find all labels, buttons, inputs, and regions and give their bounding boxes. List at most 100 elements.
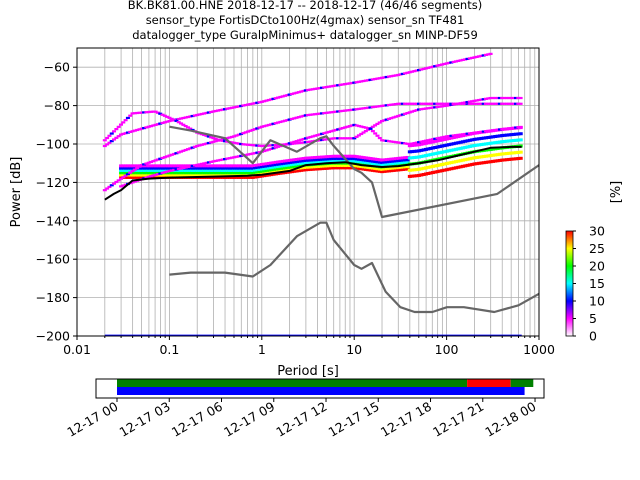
density-cell bbox=[460, 158, 465, 162]
density-cell bbox=[252, 102, 257, 105]
density-cell bbox=[380, 167, 385, 171]
density-cell bbox=[232, 175, 237, 179]
density-cell bbox=[350, 159, 355, 163]
density-cell bbox=[296, 162, 301, 166]
density-cell bbox=[338, 83, 343, 86]
density-cell bbox=[495, 140, 500, 144]
density-cell bbox=[410, 174, 415, 178]
density-cell bbox=[188, 168, 193, 172]
density-cell bbox=[442, 162, 447, 166]
density-cell bbox=[322, 157, 327, 161]
density-cell bbox=[204, 171, 209, 175]
density-cell bbox=[257, 170, 262, 174]
density-cell bbox=[303, 168, 308, 172]
density-cell bbox=[257, 144, 262, 147]
density-cell bbox=[456, 133, 461, 136]
density-cell bbox=[135, 173, 140, 177]
density-cell bbox=[227, 171, 232, 175]
density-cell bbox=[197, 113, 202, 116]
density-cell bbox=[271, 165, 276, 169]
density-cell bbox=[250, 102, 255, 105]
density-cell bbox=[479, 155, 484, 159]
density-cell bbox=[352, 154, 357, 158]
density-cell bbox=[121, 121, 126, 124]
density-cell bbox=[516, 138, 521, 142]
density-cell bbox=[139, 168, 144, 172]
density-cell bbox=[213, 140, 218, 143]
colorbar-tick-label: 10 bbox=[589, 294, 605, 309]
density-cell bbox=[211, 164, 216, 168]
density-cell bbox=[299, 159, 304, 163]
density-cell bbox=[294, 164, 299, 168]
density-cell bbox=[193, 166, 198, 170]
density-cell bbox=[500, 152, 505, 156]
density-cell bbox=[142, 163, 147, 166]
density-cell bbox=[234, 164, 239, 168]
density-cell bbox=[257, 151, 262, 154]
density-cell bbox=[186, 166, 191, 170]
density-cell bbox=[507, 133, 512, 137]
density-cell bbox=[310, 140, 315, 143]
density-cell bbox=[414, 168, 419, 172]
density-cell bbox=[511, 139, 516, 143]
density-cell bbox=[322, 138, 327, 141]
density-cell bbox=[266, 168, 271, 172]
density-cell bbox=[137, 111, 142, 114]
density-cell bbox=[320, 132, 325, 135]
density-cell bbox=[514, 157, 519, 161]
density-cell bbox=[421, 154, 426, 158]
density-cell bbox=[280, 166, 285, 170]
density-cell bbox=[149, 110, 154, 113]
density-cell bbox=[322, 132, 327, 135]
density-cell bbox=[174, 152, 179, 155]
density-cell bbox=[343, 164, 348, 168]
density-cell bbox=[435, 139, 440, 143]
timeline-tick-label: 12-17 00 bbox=[64, 399, 120, 440]
density-cell bbox=[128, 168, 133, 172]
x-tick-label: 100 bbox=[435, 342, 459, 357]
density-cell bbox=[331, 164, 336, 168]
density-cell bbox=[396, 114, 401, 118]
density-cell bbox=[299, 115, 304, 118]
density-cell bbox=[428, 140, 433, 144]
density-cell bbox=[347, 108, 352, 112]
density-cell bbox=[213, 168, 218, 172]
density-cell bbox=[206, 166, 211, 170]
density-cell bbox=[437, 163, 442, 167]
density-cell bbox=[167, 166, 172, 170]
density-cell bbox=[398, 141, 403, 144]
density-cell bbox=[296, 159, 301, 163]
density-cell bbox=[428, 138, 433, 141]
density-cell bbox=[380, 76, 385, 79]
density-cell bbox=[199, 164, 204, 168]
density-cell bbox=[227, 157, 232, 160]
density-cell bbox=[308, 158, 313, 162]
density-cell bbox=[222, 108, 227, 111]
density-cell bbox=[243, 166, 248, 170]
density-cell bbox=[490, 147, 495, 151]
density-cell bbox=[377, 136, 382, 140]
density-cell bbox=[229, 156, 234, 159]
density-cell bbox=[213, 166, 218, 170]
density-cell bbox=[481, 161, 486, 165]
density-cell bbox=[227, 166, 232, 170]
timeline-tick-label: 12-17 03 bbox=[117, 399, 173, 440]
density-cell bbox=[493, 141, 498, 145]
density-cell bbox=[195, 163, 200, 167]
density-cell bbox=[495, 153, 500, 157]
density-cell bbox=[516, 132, 521, 136]
timeline-segment bbox=[117, 387, 525, 395]
density-cell bbox=[317, 164, 322, 168]
density-cell bbox=[410, 143, 415, 147]
density-cell bbox=[504, 152, 509, 156]
density-cell bbox=[283, 171, 288, 175]
density-cell bbox=[202, 143, 207, 146]
density-cell bbox=[352, 164, 357, 168]
density-cell bbox=[497, 134, 502, 138]
density-cell bbox=[271, 170, 276, 174]
density-cell bbox=[361, 79, 366, 83]
density-cell bbox=[331, 154, 336, 158]
density-cell bbox=[167, 171, 172, 175]
